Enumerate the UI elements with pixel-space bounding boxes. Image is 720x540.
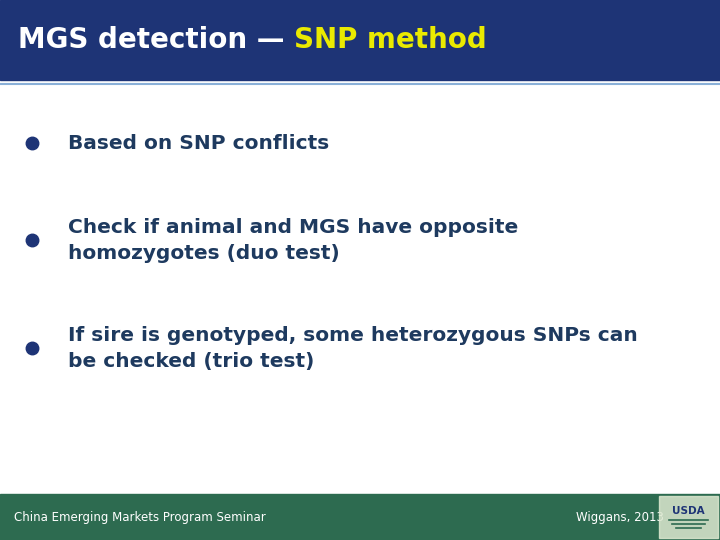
Text: Check if animal and MGS have opposite
homozygotes (duo test): Check if animal and MGS have opposite ho… [68, 218, 518, 262]
Text: Based on SNP conflicts: Based on SNP conflicts [68, 133, 330, 153]
Text: If sire is genotyped, some heterozygous SNPs can
be checked (trio test): If sire is genotyped, some heterozygous … [68, 326, 638, 370]
Bar [659, 496, 718, 538]
Text: MGS detection —: MGS detection — [18, 26, 294, 54]
Text: SNP method: SNP method [294, 26, 487, 54]
Bar [0, 0, 720, 80]
Bar [0, 494, 720, 540]
Text: China Emerging Markets Program Seminar: China Emerging Markets Program Seminar [14, 510, 266, 524]
Text: USDA: USDA [672, 505, 705, 516]
Text: Wiggans, 2013: Wiggans, 2013 [576, 510, 664, 524]
